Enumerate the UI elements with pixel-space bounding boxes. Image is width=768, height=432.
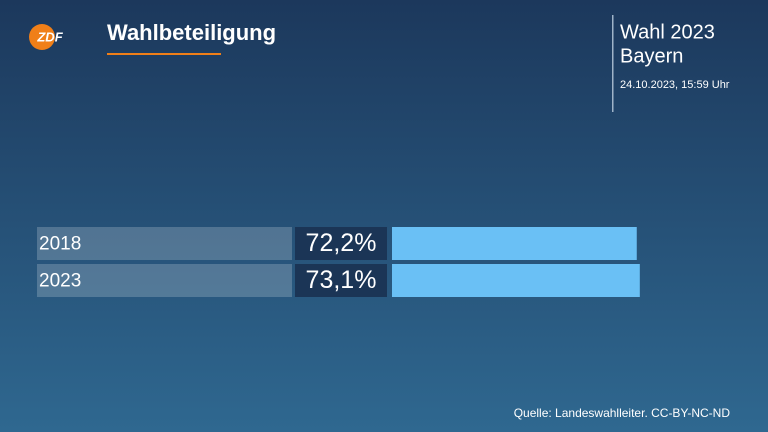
category-label: 2023 — [39, 271, 81, 292]
election: Wahl 2023 — [620, 21, 715, 43]
timestamp: 24.10.2023, 15:59 Uhr — [620, 79, 730, 91]
logo-mark — [29, 24, 55, 50]
divider — [612, 15, 614, 112]
chart-title: Wahlbeteiligung — [107, 20, 276, 45]
value-label: 73,1% — [306, 266, 377, 294]
bar — [392, 264, 640, 297]
value-box — [295, 264, 387, 297]
bar — [392, 227, 637, 260]
logo: ZDF — [36, 29, 63, 44]
category-box — [37, 264, 292, 297]
region: Bayern — [620, 45, 683, 67]
category-label: 2018 — [39, 234, 81, 255]
source: Quelle: Landeswahlleiter. CC-BY-NC-ND — [514, 406, 731, 420]
title-underline — [107, 53, 221, 55]
value-box — [295, 227, 387, 260]
category-box — [37, 227, 292, 260]
value-label: 72,2% — [306, 229, 377, 257]
